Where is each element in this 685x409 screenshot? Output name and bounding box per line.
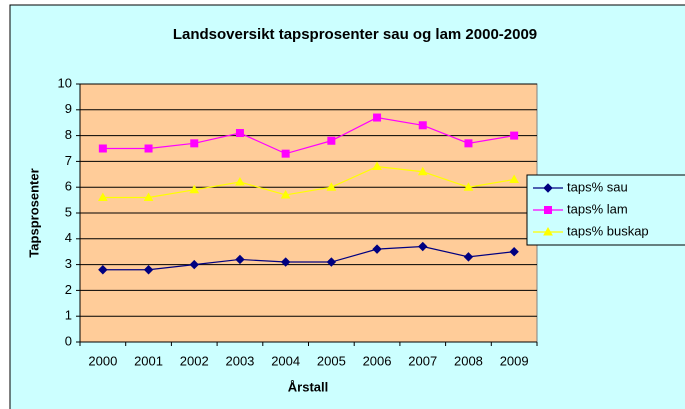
data-point (372, 244, 382, 254)
data-point (463, 252, 474, 262)
data-point (98, 144, 107, 153)
y-tick-label: 5 (65, 204, 72, 219)
y-tick-label: 9 (65, 101, 72, 116)
data-point (280, 257, 291, 267)
data-point (463, 182, 474, 191)
data-point (418, 121, 427, 130)
data-point (509, 174, 520, 183)
data-point (280, 189, 291, 199)
series-line (102, 245, 515, 271)
data-point (417, 166, 428, 176)
data-point (326, 182, 337, 191)
y-tick-label: 6 (65, 179, 72, 194)
x-tick-label: 2007 (408, 353, 437, 368)
legend-marker (543, 183, 553, 193)
data-point (418, 241, 428, 252)
x-tick-label: 2000 (88, 353, 117, 368)
x-tick-label: 2006 (363, 353, 392, 368)
data-point (372, 161, 382, 171)
series-line (102, 116, 515, 155)
data-point (143, 192, 154, 202)
legend-marker (544, 206, 552, 214)
y-axis-label: Tapsprosenter (26, 168, 41, 257)
data-point (144, 144, 153, 153)
y-tick-label: 0 (65, 333, 72, 348)
x-tick-label: 2003 (225, 353, 254, 368)
y-tick-label: 8 (65, 127, 72, 142)
data-point (464, 139, 473, 148)
data-point (281, 149, 290, 158)
y-tick-label: 3 (65, 256, 72, 271)
data-point (235, 254, 245, 265)
data-point (509, 246, 519, 257)
data-point (190, 139, 199, 148)
chart-title: Landsoversikt tapsprosenter sau og lam 2… (173, 26, 537, 43)
x-tick-label: 2001 (134, 353, 163, 368)
y-tick-label: 4 (65, 230, 72, 245)
data-point (189, 259, 199, 270)
data-point (97, 192, 108, 202)
y-tick-label: 2 (65, 282, 72, 297)
series-line (102, 165, 515, 199)
data-point (235, 177, 245, 186)
y-tick-label: 1 (65, 308, 72, 323)
x-tick-label: 2009 (500, 353, 529, 368)
data-point (189, 184, 200, 194)
x-tick-label: 2008 (454, 353, 483, 368)
data-point (510, 131, 519, 140)
data-point (327, 136, 336, 145)
data-point (326, 257, 337, 267)
legend-label: taps% lam (567, 201, 628, 216)
y-tick-label: 7 (65, 153, 72, 168)
legend-label: taps% buskap (567, 223, 649, 238)
x-tick-label: 2004 (271, 353, 300, 368)
data-point (373, 113, 382, 122)
data-point (98, 265, 108, 275)
data-point (235, 129, 244, 138)
x-tick-label: 2005 (317, 353, 346, 368)
legend-label: taps% sau (567, 179, 628, 194)
y-tick-label: 10 (58, 75, 72, 90)
x-axis-label: Årstall (288, 379, 328, 394)
x-tick-label: 2002 (180, 353, 209, 368)
data-point (143, 265, 154, 275)
legend-marker (543, 226, 553, 236)
